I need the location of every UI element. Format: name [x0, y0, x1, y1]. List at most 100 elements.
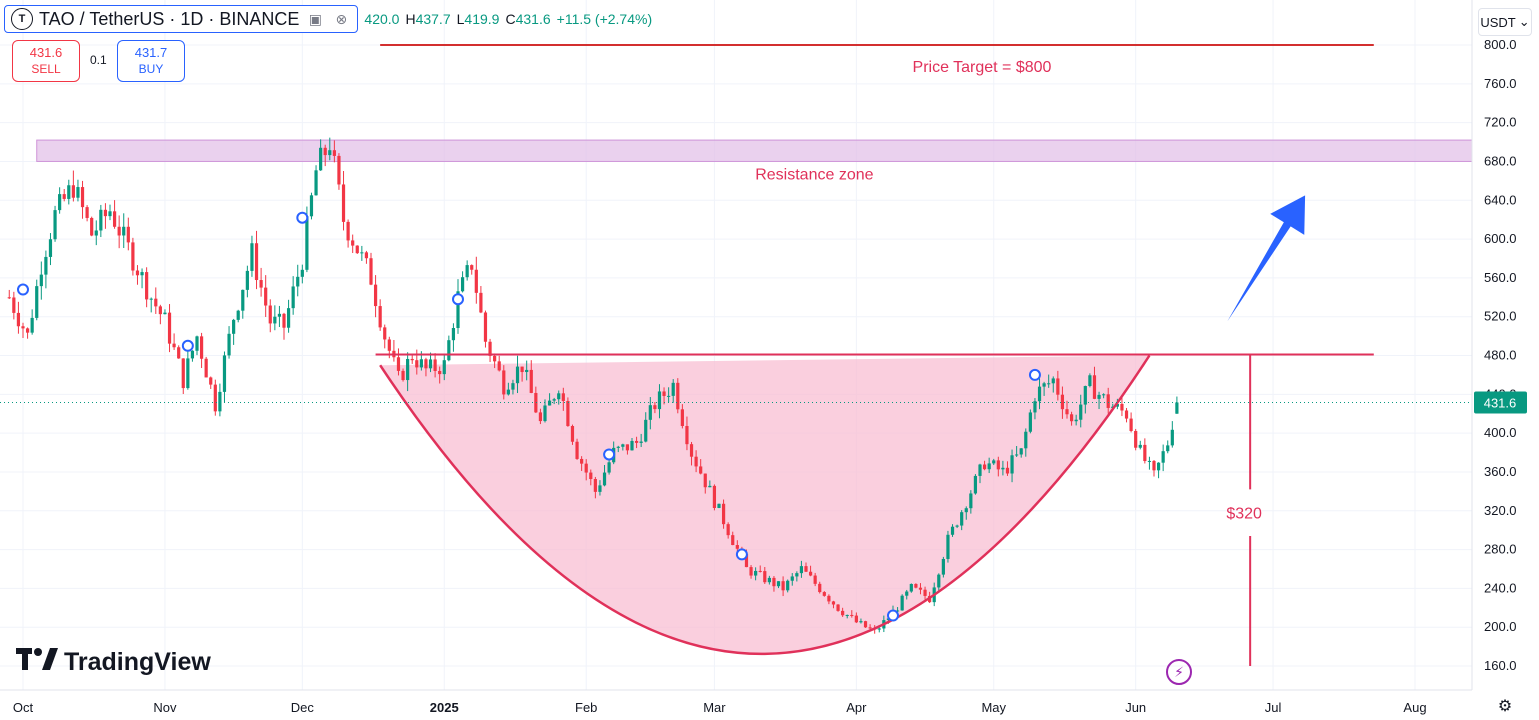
candle-body: [94, 230, 98, 236]
candle-body: [424, 359, 428, 369]
time-tick-label: 2025: [430, 700, 459, 715]
candle-body: [1120, 403, 1124, 411]
candle-body: [900, 595, 904, 611]
symbol-search[interactable]: T TAO / TetherUS · 1D · BINANCE ▣ ⊗: [4, 5, 359, 33]
candle-body: [410, 358, 414, 361]
candle-body: [1024, 431, 1028, 449]
candle-body: [12, 297, 16, 313]
price-tick-label: 760.0: [1484, 76, 1517, 91]
candle-body: [131, 242, 135, 271]
candle-body: [387, 339, 391, 351]
candle-body: [351, 240, 355, 246]
candle-body: [671, 382, 675, 396]
currency-label: USDT: [1480, 14, 1516, 30]
high-value: 437.7: [415, 11, 451, 27]
candle-body: [744, 553, 749, 568]
candle-body: [703, 473, 707, 488]
candle-body: [607, 462, 611, 473]
candle-body: [71, 185, 75, 198]
candle-body: [726, 524, 730, 536]
low-label: L: [456, 11, 465, 27]
time-tick-label: Dec: [291, 700, 315, 715]
candle-body: [158, 306, 162, 315]
candle-body: [1175, 402, 1179, 414]
candle-body: [1010, 455, 1014, 474]
candle-body: [341, 184, 346, 222]
candle-body: [1115, 403, 1119, 407]
candle-body: [557, 393, 561, 400]
candle-body: [291, 286, 295, 309]
candle-body: [140, 272, 144, 276]
candle-body: [630, 440, 634, 451]
candle-body: [1097, 394, 1101, 399]
price-tick-label: 600.0: [1484, 231, 1517, 246]
candles: [7, 137, 1179, 634]
buy-button[interactable]: 431.7 BUY: [117, 40, 185, 82]
price-tick-label: 640.0: [1484, 192, 1517, 207]
candle-body: [282, 313, 286, 328]
candle-body: [662, 391, 666, 396]
candle-body: [822, 592, 826, 596]
rounding-bottom-curve: [379, 354, 1151, 656]
candle-body: [648, 405, 652, 420]
lightning-icon[interactable]: ⚡: [1166, 659, 1192, 685]
price-tick-label: 320.0: [1484, 503, 1517, 518]
last-price-label: 431.6: [1484, 395, 1517, 410]
candle-body: [493, 355, 497, 362]
high-label: H: [405, 11, 416, 27]
time-tick-label: May: [981, 700, 1006, 715]
candle-body: [735, 545, 739, 549]
candle-body: [479, 292, 483, 313]
compare-icon[interactable]: ▣: [308, 10, 323, 27]
candle-body: [195, 336, 199, 351]
candle-body: [529, 369, 533, 393]
candle-body: [181, 358, 185, 389]
event-marker-icon: [181, 339, 194, 352]
candle-body: [126, 226, 130, 243]
event-marker-icon: [735, 548, 748, 561]
candle-body: [1152, 460, 1156, 471]
candle-body: [406, 358, 410, 381]
candle-body: [332, 150, 336, 156]
candle-body: [694, 456, 698, 467]
tradingview-logo[interactable]: TradingView: [16, 648, 211, 677]
price-tick-label: 200.0: [1484, 619, 1517, 634]
settings-icon[interactable]: ⚙: [1497, 698, 1513, 715]
time-tick-label: Oct: [13, 700, 34, 715]
price-tick-label: 160.0: [1484, 658, 1517, 673]
candle-body: [1028, 412, 1032, 432]
candle-body: [438, 370, 442, 375]
candle-body: [259, 280, 263, 288]
close-icon[interactable]: ⊗: [335, 10, 348, 27]
candle-body: [525, 369, 529, 373]
candle-body: [85, 207, 89, 218]
candle-body: [1019, 448, 1023, 455]
spread-value: 0.1: [90, 53, 107, 67]
candle-body: [827, 595, 831, 602]
candle-body: [547, 400, 552, 406]
candle-body: [35, 286, 39, 318]
tradingview-mark-icon: [16, 648, 58, 677]
candle-body: [854, 615, 858, 623]
candle-body: [254, 243, 259, 281]
buy-label: BUY: [138, 62, 164, 76]
candle-body: [401, 370, 405, 381]
candle-body: [145, 272, 149, 300]
measured-move-label: $320: [1226, 506, 1262, 523]
sell-button[interactable]: 431.6 SELL: [12, 40, 80, 82]
candle-body: [676, 382, 680, 410]
candle-body: [754, 570, 758, 576]
candle-body: [589, 472, 593, 480]
candle-body: [264, 287, 268, 306]
candle-body: [209, 377, 213, 385]
price-tick-label: 280.0: [1484, 542, 1517, 557]
candle-body: [460, 277, 465, 292]
change-value: +11.5 (+2.74%): [556, 11, 653, 27]
candle-body: [1161, 451, 1165, 463]
candle-body: [950, 526, 955, 535]
event-marker-icon: [452, 293, 464, 306]
candle-body: [167, 312, 172, 344]
candle-body: [905, 591, 909, 596]
currency-selector[interactable]: USDT ⌄: [1478, 8, 1532, 36]
